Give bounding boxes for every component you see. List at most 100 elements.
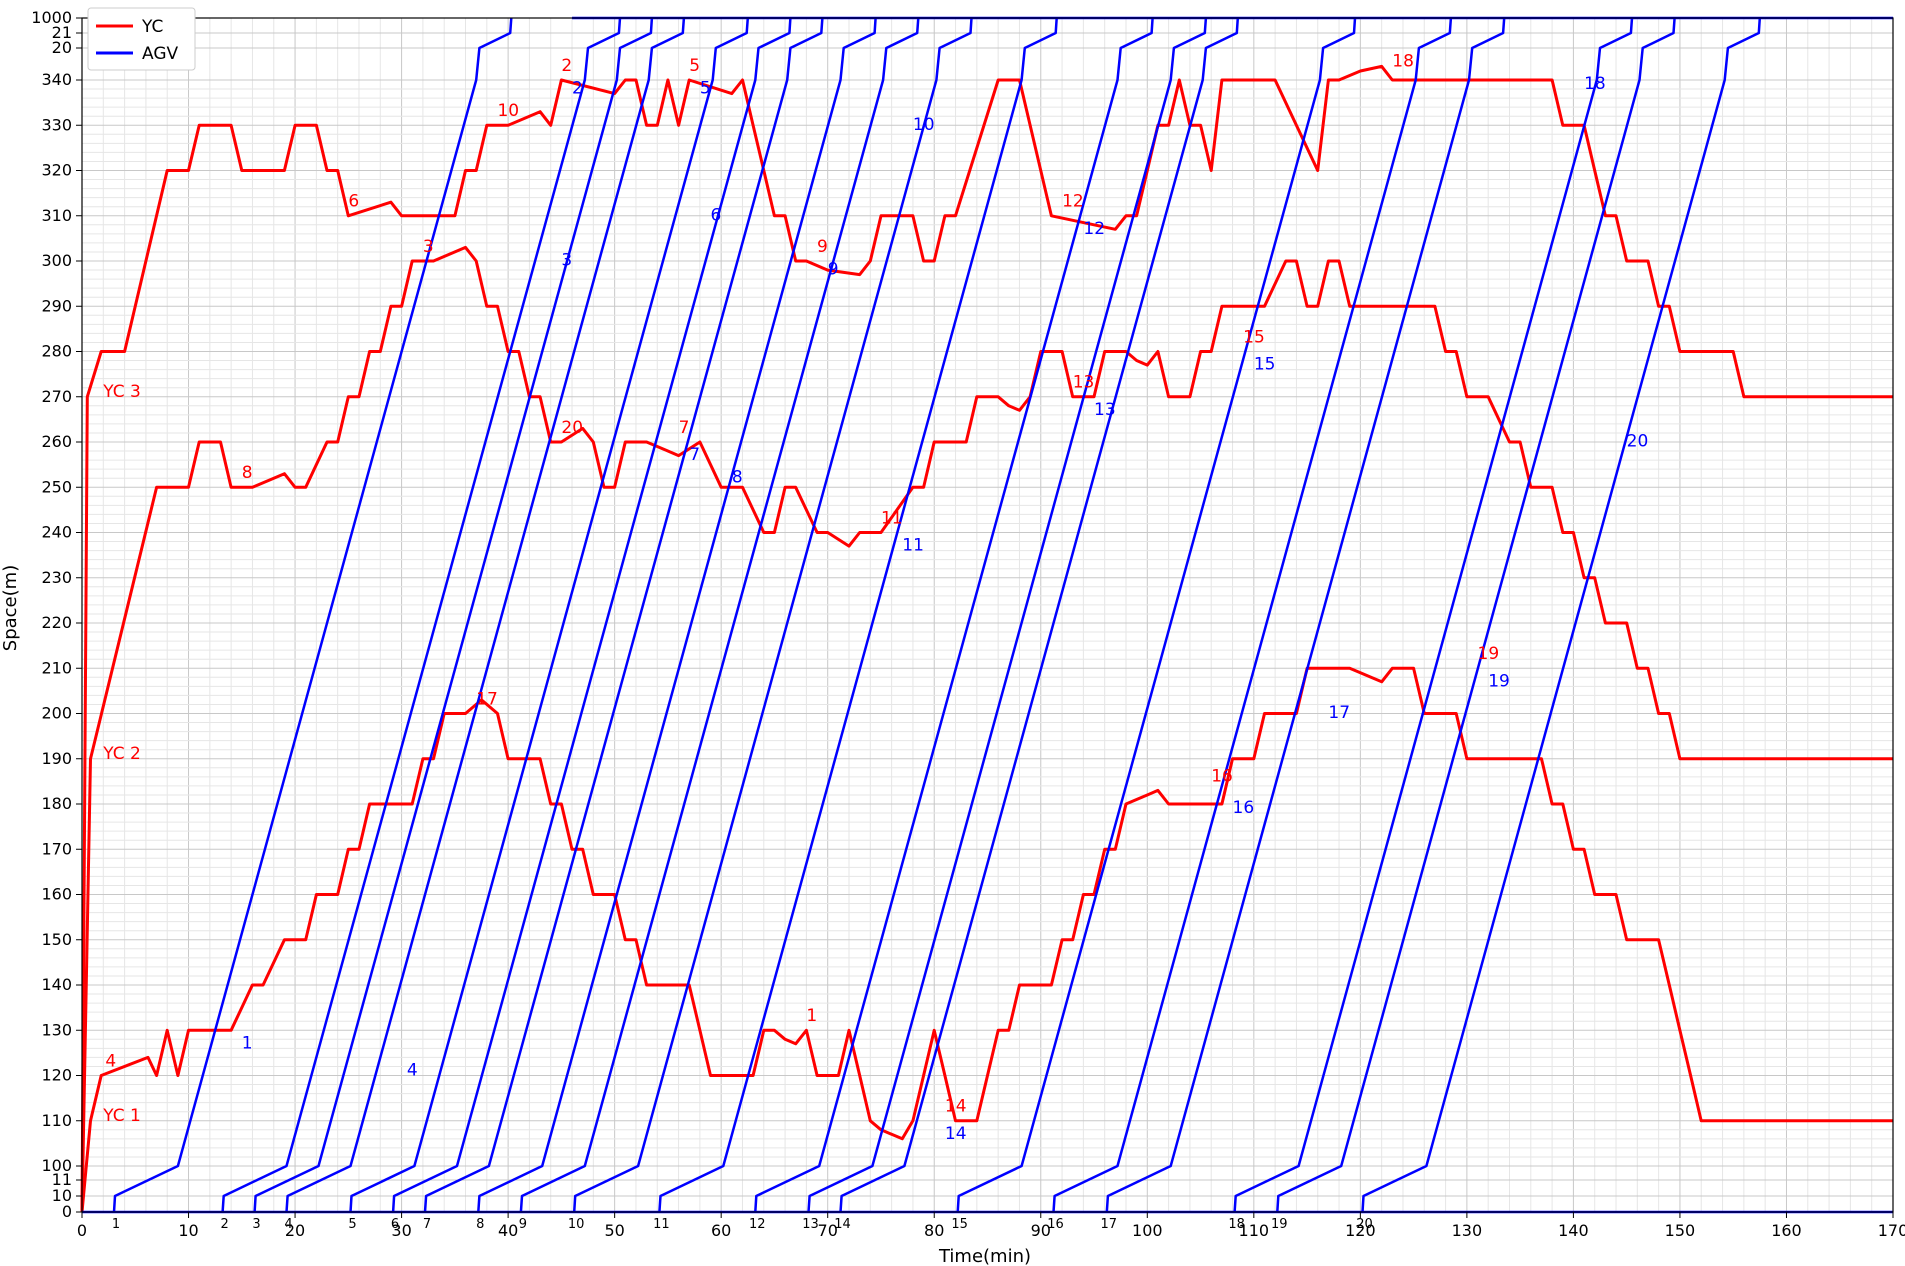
task-axis-label-8: 8 [476,1217,484,1232]
x-tick-label-20: 20 [285,1221,305,1240]
yc-line-1 [80,666,1893,1213]
x-tick-label-140: 140 [1558,1221,1589,1240]
y-tick-label-26: 330 [41,115,72,134]
agv-path-7 [423,17,824,1213]
annotation-15: 5 [689,56,700,76]
y-tick-label-18: 250 [41,477,72,496]
y-tick-label-23: 300 [41,251,72,270]
annotation-27: 1 [806,1006,817,1026]
agv-path-line-6 [391,17,792,1213]
y-tick-label-1: 10 [52,1186,72,1205]
y-tick-label-13: 200 [41,704,72,723]
yc-line-3 [80,64,1893,1213]
annotation-30: 12 [1062,192,1084,212]
task-axis-label-18: 18 [1228,1217,1245,1232]
annotation-26: 11 [902,536,924,556]
y-tick-label-27: 340 [41,70,72,89]
x-tick-label-150: 150 [1665,1221,1696,1240]
agv-path-line-10 [572,17,973,1213]
ticks-layer: 0 10 20 30 40 50 60 70 80 90 100 110 120 130 140 150 160… [31,8,1905,1240]
agv-path-line-7 [423,17,824,1213]
task-axis-label-12: 12 [749,1217,766,1232]
x-tick-label-80: 80 [924,1221,944,1240]
x-tick-label-170: 170 [1878,1221,1905,1240]
y-tick-label-22: 290 [41,296,72,315]
annotation-23: 9 [828,260,839,280]
task-axis-label-9: 9 [519,1217,527,1232]
annotation-4: 4 [105,1051,116,1071]
agv-path-10 [572,17,973,1213]
x-tick-label-110: 110 [1239,1221,1270,1240]
annotation-40: 18 [1584,74,1606,94]
y-tick-label-7: 140 [41,975,72,994]
agv-path-line-17 [1105,17,1506,1213]
x-tick-label-70: 70 [818,1221,838,1240]
axes-frame [81,17,1894,1213]
annotation-24: 10 [913,115,935,135]
annotation-13: 2 [561,56,572,76]
agv-path-line-15 [956,17,1357,1213]
x-axis-title: Time(min) [938,1246,1031,1266]
agv-path-11 [658,17,1058,1213]
annotation-18: 7 [679,418,690,438]
y-tick-label-19: 260 [41,432,72,451]
y-tick-label-30: 1000 [31,8,72,27]
agv-path-line-13 [807,17,1208,1213]
annotation-43: 20 [1627,432,1649,452]
x-tick-label-40: 40 [498,1221,518,1240]
agv-path-5 [349,17,750,1213]
task-axis-label-10: 10 [568,1217,585,1232]
agv-path-13 [807,17,1208,1213]
task-axis-label-2: 2 [220,1217,228,1232]
annotation-33: 13 [1094,400,1116,420]
task-axis-label-13: 13 [802,1217,819,1232]
agv-path-line-5 [349,17,750,1213]
agv-path-line-14 [839,17,1240,1213]
task-axis-label-1: 1 [112,1217,120,1232]
annotation-9: 8 [242,463,253,483]
annotation-1: YC 1 [102,1106,141,1126]
agv-path-3 [253,17,654,1213]
y-tick-label-24: 310 [41,206,72,225]
y-tick-label-20: 270 [41,387,72,406]
task-axis-label-14: 14 [834,1217,851,1232]
agv-path-line-9 [519,17,920,1213]
agv-path-8 [477,17,877,1213]
annotation-28: 14 [945,1097,967,1117]
y-tick-label-15: 220 [41,613,72,632]
agv-path-4 [285,17,686,1213]
x-tick-label-90: 90 [1031,1221,1051,1240]
legend[interactable]: YC AGV [87,7,196,71]
task-axis-label-15: 15 [951,1217,968,1232]
annotation-20: 8 [732,468,743,488]
annotation-42: 19 [1488,671,1510,691]
annotation-2: YC 2 [102,744,141,764]
x-tick-label-130: 130 [1452,1221,1483,1240]
agv-path-9 [519,17,920,1213]
y-tick-label-10: 170 [41,839,72,858]
annotation-7: 17 [476,689,498,709]
y-tick-label-14: 210 [41,658,72,677]
agv-path-20 [1361,17,1762,1213]
y-tick-label-9: 160 [41,885,72,904]
y-tick-label-21: 280 [41,342,72,361]
x-tick-label-0: 0 [77,1221,87,1240]
x-tick-label-50: 50 [604,1221,624,1240]
task-axis-label-16: 16 [1047,1217,1064,1232]
annotation-29: 14 [945,1124,967,1144]
annotation-31: 12 [1083,219,1105,239]
agv-path-line-4 [285,17,686,1213]
annotation-19: 7 [689,445,700,465]
annotation-37: 16 [1233,798,1255,818]
agv-path-line-16 [1052,17,1453,1213]
x-tick-label-30: 30 [391,1221,411,1240]
y-tick-label-17: 240 [41,523,72,542]
annotation-3: YC 3 [102,382,141,402]
annotation-32: 13 [1073,373,1095,393]
legend-agv-label: AGV [142,44,179,64]
y-tick-label-29: 21 [52,23,72,42]
agv-path-2 [221,17,622,1213]
x-tick-label-120: 120 [1345,1221,1376,1240]
